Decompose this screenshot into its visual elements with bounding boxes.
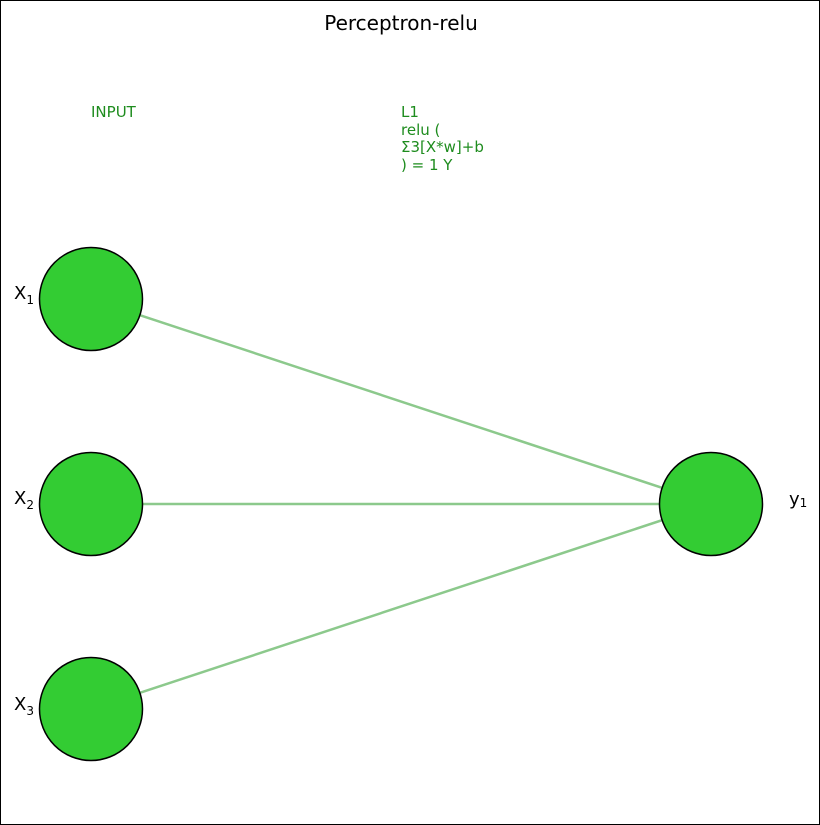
output-node-y1 [658, 451, 764, 557]
input-node-x2 [38, 451, 144, 557]
edge-x3-y1 [90, 502, 712, 711]
input-label-x3: X3 [14, 694, 34, 718]
l1-layer-label: L1 relu ( Σ3[X*w]+b ) = 1 Y [401, 103, 484, 174]
input-node-x1 [38, 246, 144, 352]
edge-x1-y1 [90, 297, 712, 506]
diagram-title: Perceptron-relu [324, 11, 478, 35]
output-label-y1: y1 [789, 489, 807, 510]
input-label-x2: X2 [14, 488, 34, 512]
input-node-x3 [38, 656, 144, 762]
input-layer-label: INPUT [91, 103, 136, 121]
input-label-x1: X1 [14, 283, 34, 307]
